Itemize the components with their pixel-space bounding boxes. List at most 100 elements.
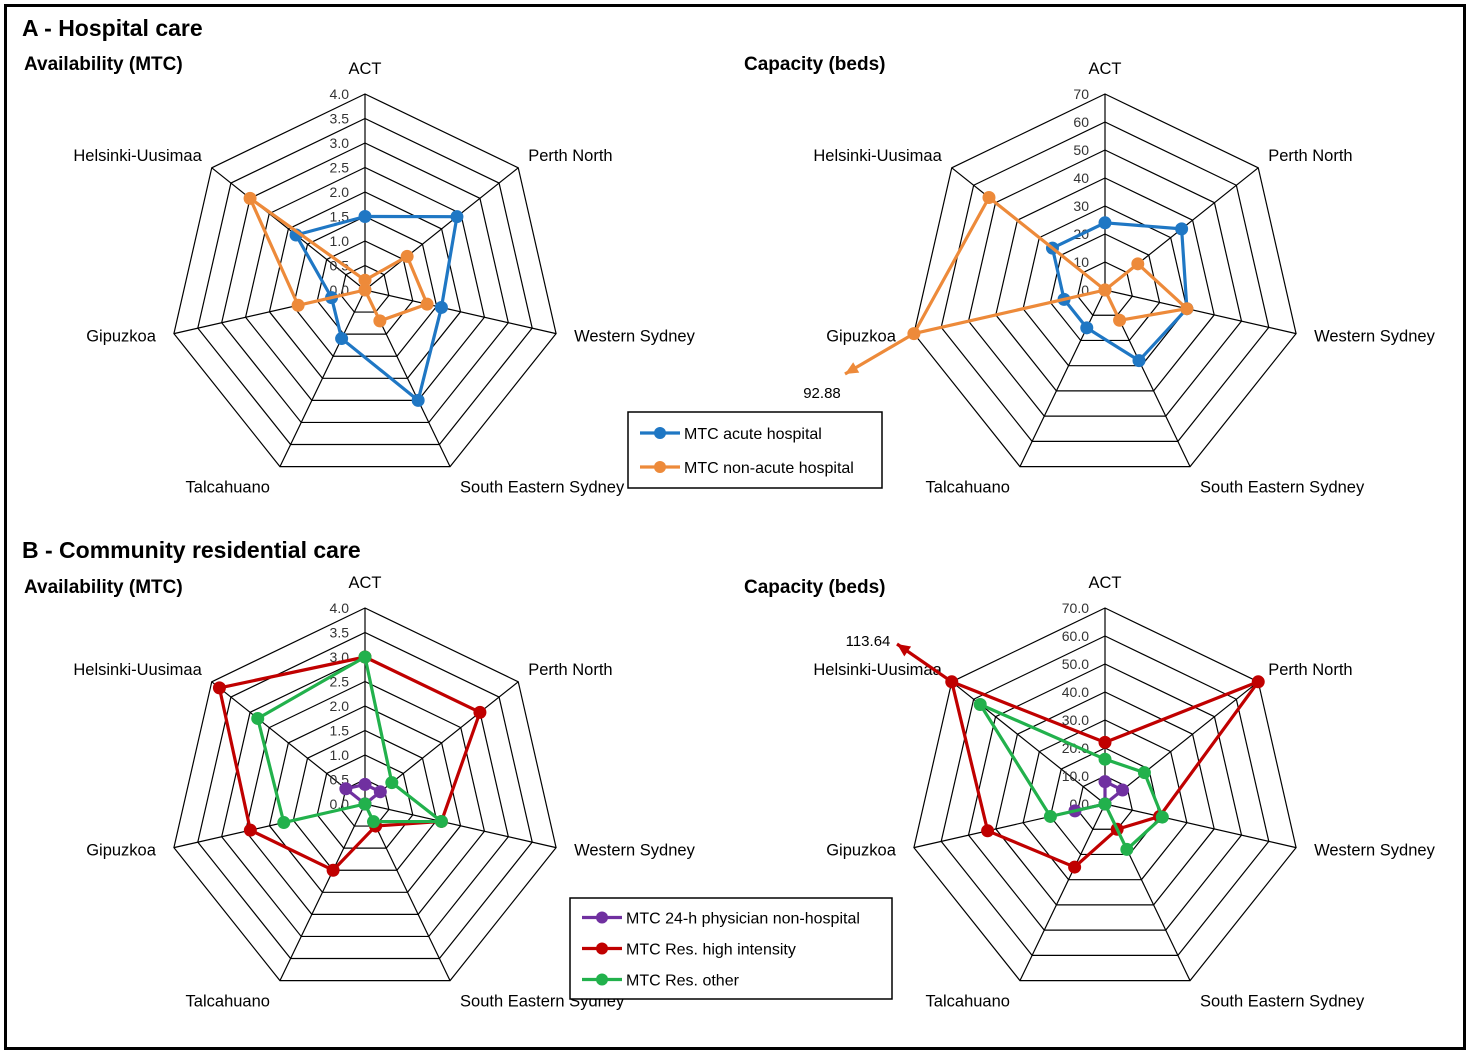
data-point-act	[1098, 216, 1112, 230]
overflow-callout: 113.64	[846, 633, 953, 684]
axis-label-gipuzkoa: Gipuzkoa	[826, 842, 897, 860]
data-point-talcahuano	[1098, 283, 1112, 297]
grid-ring	[316, 240, 414, 335]
tick-label: 0	[1081, 282, 1089, 298]
tick-label: 2.0	[330, 698, 350, 714]
data-point-talcahuano	[1068, 860, 1082, 874]
grid-ring	[940, 121, 1270, 442]
legend-swatch-marker	[596, 973, 608, 986]
tick-label: 50	[1073, 142, 1089, 158]
axis-label-talcahuano: Talcahuano	[186, 479, 270, 497]
data-point-perth-north	[1251, 675, 1265, 689]
axis-label-gipuzkoa: Gipuzkoa	[86, 842, 157, 860]
data-point-talcahuano	[358, 283, 372, 297]
grid-ring	[268, 705, 462, 893]
tick-label: 3.5	[330, 625, 350, 641]
data-point-helsinki-uusimaa	[339, 782, 353, 796]
grid-ring	[197, 117, 533, 446]
spoke	[1104, 681, 1259, 805]
data-point-western-sydney	[434, 300, 448, 314]
axis-label-perth-north: Perth North	[1268, 661, 1352, 679]
legend-item-mtc-res-other: MTC Res. other	[582, 973, 740, 990]
data-point-act	[358, 273, 372, 287]
axis-label-perth-north: Perth North	[1268, 147, 1352, 165]
callout-value-label: 92.88	[803, 385, 841, 402]
radar-chart-community-capacity: 0.010.020.030.040.050.060.070.0ACTPerth …	[813, 574, 1435, 1011]
grid-ring	[1049, 747, 1161, 856]
series-mtc-res-high-intensity	[212, 650, 487, 877]
spoke	[279, 289, 366, 467]
legend-swatch-marker	[654, 461, 666, 473]
section-title-b: B - Community residential care	[22, 537, 361, 563]
series-line	[217, 655, 482, 872]
grid-ring	[913, 607, 1297, 982]
grid-ring	[173, 607, 557, 982]
legend-label: MTC non-acute hospital	[684, 460, 854, 477]
series-line	[256, 655, 444, 825]
grid-ring	[173, 93, 557, 468]
callout-arrow-line	[844, 332, 915, 376]
data-point-western-sydney	[434, 814, 448, 828]
data-point-gipuzkoa	[981, 824, 995, 838]
data-point-talcahuano	[326, 863, 340, 877]
tick-label: 2.5	[330, 674, 350, 690]
data-point-talcahuano	[358, 797, 372, 811]
legend-item-mtc-acute-hospital: MTC acute hospital	[640, 426, 822, 443]
series-line	[978, 702, 1164, 852]
data-point-perth-north	[373, 785, 387, 799]
data-point-western-sydney	[1180, 302, 1194, 316]
tick-label: 40.0	[1062, 684, 1089, 700]
tick-label: 60	[1073, 114, 1089, 130]
series-mtc-res-high-intensity	[945, 675, 1265, 874]
series-mtc-res-other	[251, 650, 448, 830]
axis-label-act: ACT	[1089, 60, 1122, 78]
axis-label-south-eastern-sydney: South Eastern Sydney	[460, 479, 625, 497]
grid-ring	[316, 754, 414, 849]
axis-label-western-sydney: Western Sydney	[1314, 842, 1436, 860]
data-point-western-sydney	[420, 297, 434, 311]
grid-ring	[1022, 205, 1188, 367]
spoke	[1104, 803, 1297, 849]
data-point-helsinki-uusimaa	[212, 681, 226, 695]
tick-label: 70.0	[1062, 600, 1089, 616]
axis-label-gipuzkoa: Gipuzkoa	[826, 328, 897, 346]
tick-label: 3.0	[330, 135, 350, 151]
spoke	[1019, 803, 1106, 981]
axis-label-helsinki-uusimaa: Helsinki-Uusimaa	[813, 661, 942, 679]
spoke	[1019, 289, 1106, 467]
tick-label: 40	[1073, 170, 1089, 186]
data-point-act	[358, 210, 372, 223]
grid-ring	[221, 656, 509, 938]
data-point-gipuzkoa	[291, 298, 305, 312]
tick-label: 10.0	[1062, 768, 1089, 784]
tick-label: 60.0	[1062, 628, 1089, 644]
data-point-helsinki-uusimaa	[251, 711, 265, 725]
callout-arrowhead	[845, 362, 860, 374]
grid-ring	[221, 142, 509, 424]
data-point-act	[358, 777, 372, 791]
grid-ring	[340, 264, 390, 313]
data-point-talcahuano	[1098, 797, 1112, 811]
spoke	[364, 289, 557, 335]
tick-label: 3.5	[330, 111, 350, 127]
figure-frame	[4, 4, 1466, 1050]
grid-ring	[940, 635, 1270, 956]
axis-label-perth-north: Perth North	[528, 147, 612, 165]
legend-item-mtc-24-h-physician-non-hospital: MTC 24-h physician non-hospital	[582, 911, 860, 928]
data-point-south-eastern-sydney	[1132, 354, 1146, 368]
legend-label: MTC acute hospital	[684, 426, 822, 443]
grid-ring	[967, 149, 1243, 417]
data-point-south-eastern-sydney	[411, 393, 425, 407]
legend-community: MTC 24-h physician non-hospital MTC Res. …	[569, 897, 893, 1000]
data-point-act	[1098, 775, 1112, 789]
legend-swatch-marker	[596, 942, 608, 955]
tick-label: 1.5	[330, 723, 350, 739]
spoke	[364, 167, 519, 291]
data-point-gipuzkoa	[243, 823, 257, 837]
tick-label: 50.0	[1062, 656, 1089, 672]
data-point-helsinki-uusimaa	[982, 190, 996, 204]
grid-ring	[268, 191, 462, 379]
tick-label: 4.0	[330, 86, 350, 102]
data-point-south-eastern-sydney	[1120, 842, 1134, 856]
